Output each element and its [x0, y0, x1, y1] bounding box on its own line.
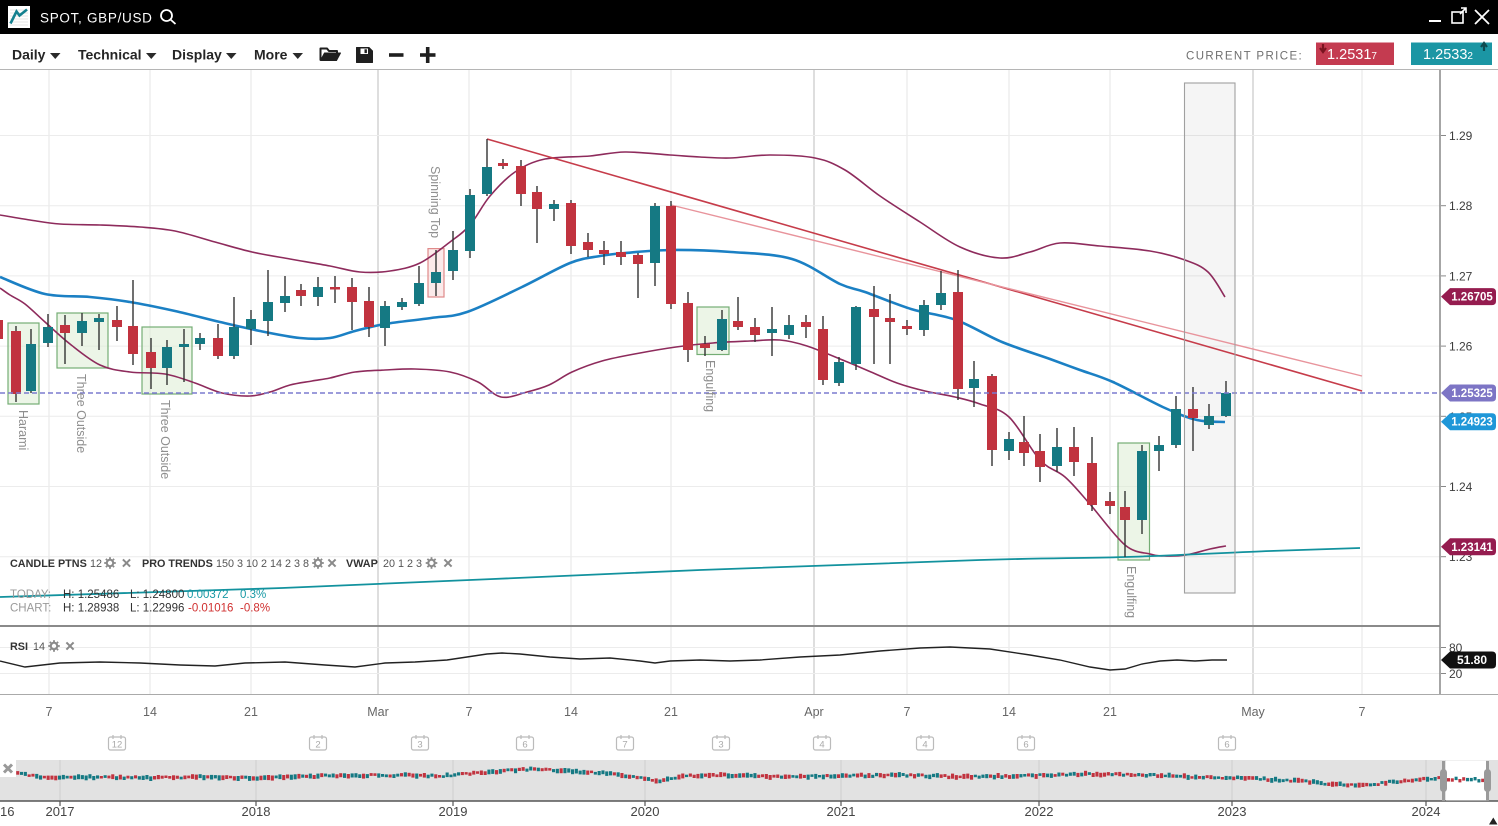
- svg-text:150 3 10 2 14 2 3 8: 150 3 10 2 14 2 3 8: [216, 558, 309, 570]
- svg-text:1.27: 1.27: [1449, 269, 1473, 283]
- svg-text:7: 7: [622, 740, 627, 751]
- svg-text:CANDLE PTNS: CANDLE PTNS: [10, 558, 87, 570]
- svg-text:Three Outside: Three Outside: [74, 374, 88, 453]
- svg-text:51.80: 51.80: [1457, 653, 1487, 667]
- svg-text:2024: 2024: [1412, 804, 1441, 819]
- svg-text:1.29: 1.29: [1449, 129, 1473, 143]
- svg-text:0.00372: 0.00372: [187, 589, 229, 601]
- svg-text:1.25332: 1.25332: [1423, 47, 1473, 63]
- svg-text:H: 1.28938: H: 1.28938: [63, 603, 119, 615]
- svg-text:Daily: Daily: [12, 47, 46, 63]
- svg-text:Technical: Technical: [78, 47, 142, 63]
- svg-text:More: More: [254, 47, 288, 63]
- svg-text:21: 21: [244, 705, 258, 719]
- svg-text:0.3%: 0.3%: [240, 589, 266, 601]
- svg-text:1.25317: 1.25317: [1327, 47, 1377, 63]
- svg-text:3: 3: [417, 740, 422, 751]
- svg-text:Engulfing: Engulfing: [703, 360, 717, 412]
- svg-text:2018: 2018: [242, 804, 271, 819]
- svg-text:Display: Display: [172, 47, 222, 63]
- svg-text:RSI: RSI: [10, 641, 28, 653]
- svg-text:-0.8%: -0.8%: [240, 603, 270, 615]
- svg-text:1.23141: 1.23141: [1451, 542, 1493, 554]
- svg-text:-0.01016: -0.01016: [188, 603, 233, 615]
- svg-text:PRO TRENDS: PRO TRENDS: [142, 558, 213, 570]
- svg-text:7: 7: [904, 705, 911, 719]
- svg-text:May: May: [1241, 705, 1265, 719]
- svg-text:CURRENT PRICE:: CURRENT PRICE:: [1186, 51, 1303, 63]
- svg-text:2021: 2021: [827, 804, 856, 819]
- svg-text:21: 21: [1103, 705, 1117, 719]
- svg-text:4: 4: [922, 740, 927, 751]
- svg-text:7: 7: [1359, 705, 1366, 719]
- svg-text:16: 16: [0, 804, 14, 819]
- svg-text:6: 6: [1224, 740, 1229, 751]
- svg-text:12: 12: [112, 740, 123, 751]
- svg-text:2019: 2019: [439, 804, 468, 819]
- svg-text:H: 1.25486: H: 1.25486: [63, 589, 119, 601]
- svg-text:4: 4: [819, 740, 824, 751]
- svg-text:1.26705: 1.26705: [1451, 292, 1493, 304]
- svg-text:SPOT, GBP/USD: SPOT, GBP/USD: [40, 11, 153, 26]
- svg-text:Spinning Top: Spinning Top: [428, 166, 442, 238]
- svg-text:21: 21: [664, 705, 678, 719]
- svg-text:2023: 2023: [1218, 804, 1247, 819]
- svg-text:6: 6: [522, 740, 527, 751]
- svg-text:7: 7: [46, 705, 53, 719]
- svg-text:20 1 2 3: 20 1 2 3: [383, 558, 422, 570]
- svg-text:1.25325: 1.25325: [1451, 388, 1493, 400]
- svg-text:L: 1.24800: L: 1.24800: [130, 589, 184, 601]
- svg-text:VWAP: VWAP: [346, 558, 378, 570]
- svg-text:1.28: 1.28: [1449, 199, 1473, 213]
- svg-text:2022: 2022: [1025, 804, 1054, 819]
- svg-text:14: 14: [1002, 705, 1016, 719]
- svg-text:TODAY:: TODAY:: [10, 589, 51, 601]
- svg-text:14: 14: [564, 705, 578, 719]
- svg-text:3: 3: [718, 740, 723, 751]
- svg-text:Three Outside: Three Outside: [158, 400, 172, 479]
- svg-text:Mar: Mar: [367, 705, 389, 719]
- svg-text:2: 2: [315, 740, 320, 751]
- svg-text:Apr: Apr: [804, 705, 823, 719]
- svg-text:2017: 2017: [46, 804, 75, 819]
- svg-text:12: 12: [90, 558, 102, 570]
- svg-text:20: 20: [1449, 667, 1463, 681]
- svg-text:14: 14: [33, 641, 45, 653]
- svg-text:Engulfing: Engulfing: [1124, 566, 1138, 618]
- svg-text:1.24: 1.24: [1449, 480, 1473, 494]
- svg-text:1.24923: 1.24923: [1451, 417, 1493, 429]
- svg-text:Harami: Harami: [16, 410, 30, 450]
- svg-text:2020: 2020: [631, 804, 660, 819]
- svg-text:L: 1.22996: L: 1.22996: [130, 603, 184, 615]
- svg-text:1.26: 1.26: [1449, 340, 1473, 354]
- svg-text:14: 14: [143, 705, 157, 719]
- svg-text:7: 7: [466, 705, 473, 719]
- svg-text:6: 6: [1023, 740, 1028, 751]
- svg-text:CHART:: CHART:: [10, 603, 51, 615]
